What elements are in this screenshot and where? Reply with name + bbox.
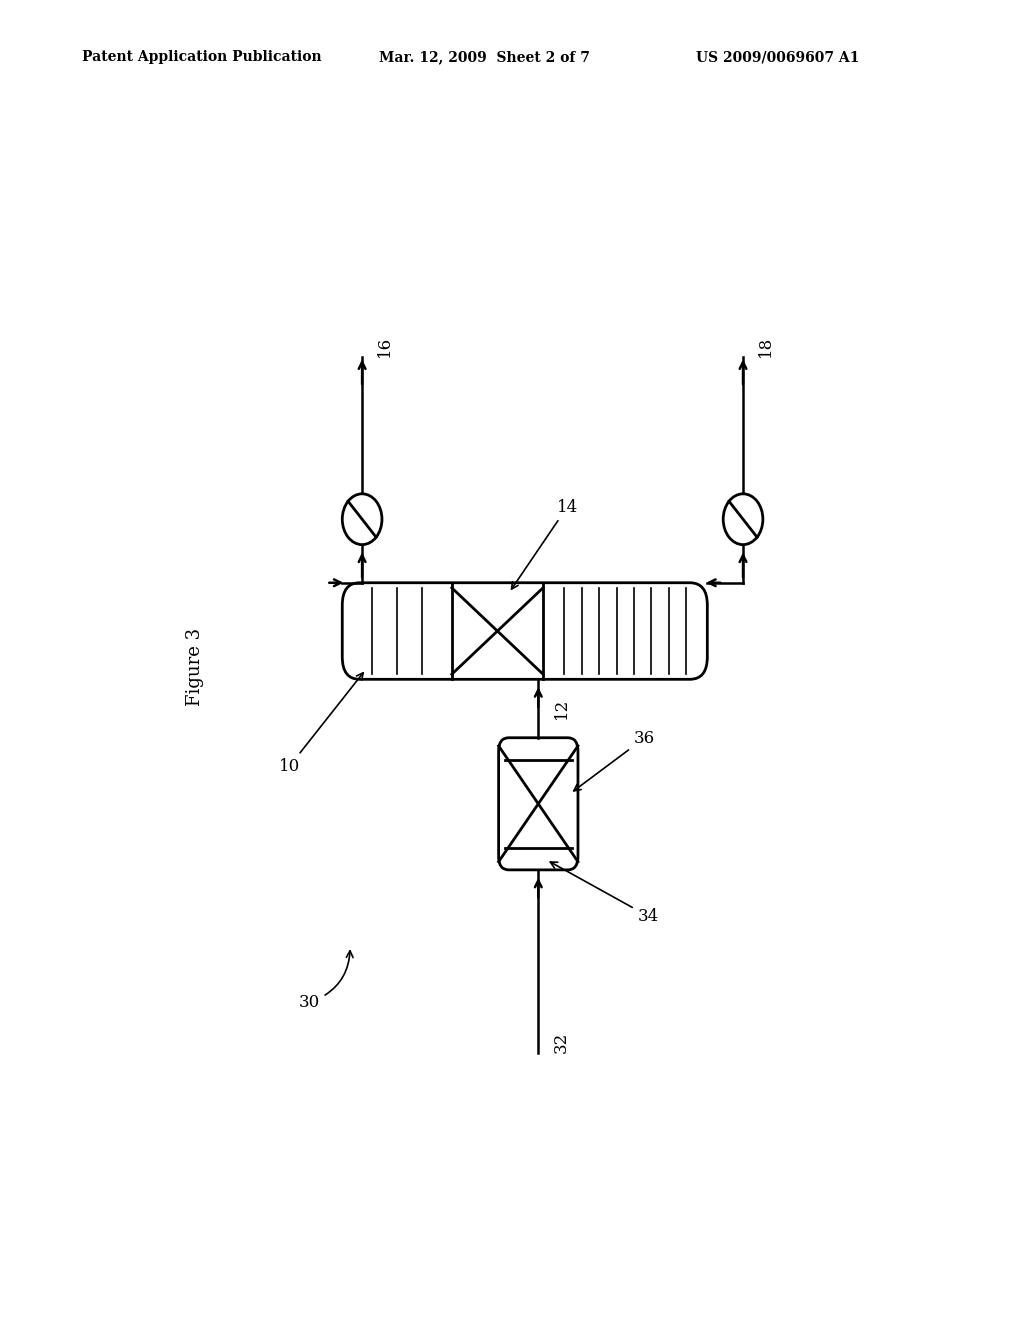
Text: 12: 12 [553,698,569,719]
Text: 16: 16 [377,335,393,356]
Text: 10: 10 [279,673,364,775]
Circle shape [342,494,382,545]
Text: 36: 36 [573,730,654,791]
Text: 32: 32 [553,1032,569,1053]
Text: 18: 18 [758,335,774,356]
FancyBboxPatch shape [499,738,578,870]
Text: 34: 34 [550,862,658,925]
FancyBboxPatch shape [342,582,708,680]
Text: Mar. 12, 2009  Sheet 2 of 7: Mar. 12, 2009 Sheet 2 of 7 [379,50,590,65]
Text: Patent Application Publication: Patent Application Publication [82,50,322,65]
Text: US 2009/0069607 A1: US 2009/0069607 A1 [696,50,860,65]
Circle shape [723,494,763,545]
Text: 14: 14 [512,499,578,589]
Text: Figure 3: Figure 3 [186,627,205,706]
Text: 30: 30 [299,950,353,1011]
